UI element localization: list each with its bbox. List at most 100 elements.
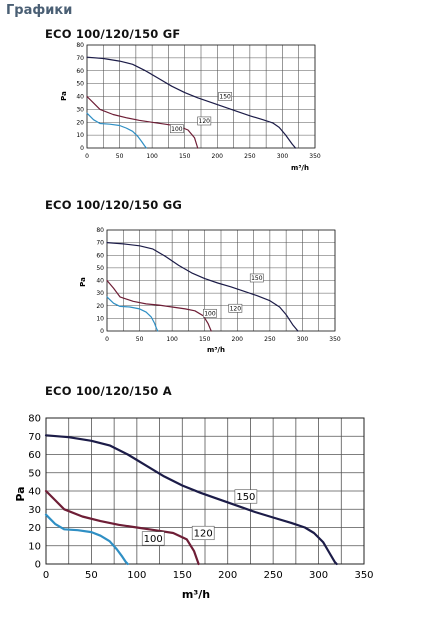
x-axis-label: m³/h [182, 588, 210, 601]
x-tick-label: 100 [146, 153, 158, 160]
series-label-text: 100 [144, 534, 163, 545]
x-tick-label: 100 [166, 336, 178, 343]
y-tick-label: 30 [28, 505, 41, 516]
series-label-box [203, 308, 217, 318]
y-tick-label: 20 [76, 119, 84, 126]
series-label-box [234, 489, 258, 504]
series-label-text: 150 [219, 94, 231, 101]
y-tick-label: 80 [76, 42, 84, 49]
y-tick-label: 40 [96, 278, 104, 285]
x-tick-label: 50 [116, 153, 124, 160]
series-label-box [169, 124, 184, 134]
series-label-100: 100 [141, 531, 165, 546]
x-tick-label: 200 [218, 570, 237, 581]
x-tick-label: 250 [264, 336, 276, 343]
y-tick-label: 70 [76, 55, 84, 62]
series-label-text: 150 [251, 275, 263, 282]
series-label-100: 100 [203, 308, 217, 318]
series-label-text: 150 [236, 492, 255, 503]
x-tick-label: 50 [136, 336, 144, 343]
page-heading: Графики [6, 3, 73, 18]
x-tick-label: 300 [309, 570, 328, 581]
series-label-text: 100 [171, 126, 183, 133]
series-label-box [191, 525, 215, 541]
series-label-120: 120 [228, 303, 243, 313]
x-tick-label: 250 [244, 153, 256, 160]
grid-gf [86, 44, 316, 149]
x-tick-label: 100 [127, 570, 146, 581]
x-axis-label: m³/h [291, 164, 309, 172]
series-label-box [218, 92, 233, 101]
series-label-120: 120 [197, 116, 212, 126]
y-tick-label: 10 [96, 315, 104, 322]
series-label-text: 100 [204, 310, 216, 317]
y-tick-label: 0 [100, 328, 104, 335]
series-label-150: 150 [234, 489, 258, 504]
series-line-120 [44, 489, 200, 566]
series-label-text: 120 [199, 118, 211, 125]
y-tick-label: 10 [28, 541, 41, 552]
y-tick-label: 0 [80, 145, 84, 152]
y-tick-label: 40 [28, 487, 41, 498]
grid-gg [106, 229, 336, 332]
y-tick-label: 0 [35, 560, 41, 571]
y-tick-label: 40 [76, 94, 84, 101]
grid-a [45, 417, 365, 565]
chart-title-gg: ECO 100/120/150 GG [45, 198, 182, 212]
series-line-100 [106, 296, 159, 332]
x-tick-label: 300 [297, 336, 309, 343]
y-tick-label: 80 [96, 227, 104, 234]
series-label-box [228, 303, 243, 313]
series-label-box [141, 531, 165, 546]
chart-gf: 0 50 100 150 200 250 300 350 0 10 20 30 40 50 60 70 80 m³… [60, 42, 321, 172]
x-tick-label: 250 [264, 570, 283, 581]
series-label-text: 120 [194, 528, 213, 539]
chart-gg: 0 50 100 150 200 250 300 350 0 10 20 30 40 50 60 70 80 m³… [79, 227, 341, 354]
series-line-100 [44, 513, 129, 566]
series-label-120: 120 [191, 525, 215, 541]
y-tick-label: 20 [28, 523, 41, 534]
x-tick-label: 200 [212, 153, 224, 160]
x-axis-label: m³/h [207, 346, 225, 354]
x-tick-label: 350 [309, 153, 321, 160]
y-tick-label: 50 [76, 81, 84, 88]
x-tick-label: 150 [179, 153, 191, 160]
series-label-text: 120 [230, 305, 242, 312]
series-line-120 [86, 95, 199, 149]
series-label-box [249, 273, 264, 283]
x-tick-label: 0 [85, 153, 89, 160]
y-tick-label: 70 [28, 432, 41, 443]
x-tick-label: 150 [199, 336, 211, 343]
y-tick-label: 80 [28, 414, 41, 425]
y-tick-label: 30 [76, 106, 84, 113]
y-tick-label: 50 [96, 265, 104, 272]
y-tick-label: 60 [96, 252, 104, 259]
x-tick-label: 350 [329, 336, 341, 343]
x-tick-label: 150 [173, 570, 192, 581]
chart-title-a: ECO 100/120/150 A [45, 384, 172, 398]
series-label-150: 150 [218, 92, 233, 101]
y-axis-label: Pa [60, 91, 68, 101]
series-label-150: 150 [249, 273, 264, 283]
y-tick-label: 30 [96, 290, 104, 297]
x-tick-label: 0 [43, 570, 49, 581]
series-line-150 [44, 434, 338, 566]
series-label-100: 100 [169, 124, 184, 134]
series-line-100 [86, 112, 147, 149]
x-tick-label: 50 [85, 570, 98, 581]
y-tick-label: 10 [76, 132, 84, 139]
y-axis-label: Pa [79, 277, 87, 287]
y-tick-label: 60 [76, 68, 84, 75]
y-tick-label: 70 [96, 240, 104, 247]
series-line-150 [86, 56, 297, 149]
y-tick-label: 20 [96, 303, 104, 310]
series-label-box [197, 116, 212, 126]
x-tick-label: 0 [105, 336, 109, 343]
x-tick-label: 300 [277, 153, 289, 160]
chart-a: 0 50 100 150 200 250 300 350 0 10 20 30 40 50 60 70 80 m³… [14, 414, 374, 602]
y-tick-label: 60 [28, 450, 41, 461]
y-axis-label: Pa [14, 486, 27, 501]
chart-title-gf: ECO 100/120/150 GF [45, 27, 181, 41]
series-line-150 [106, 242, 299, 332]
